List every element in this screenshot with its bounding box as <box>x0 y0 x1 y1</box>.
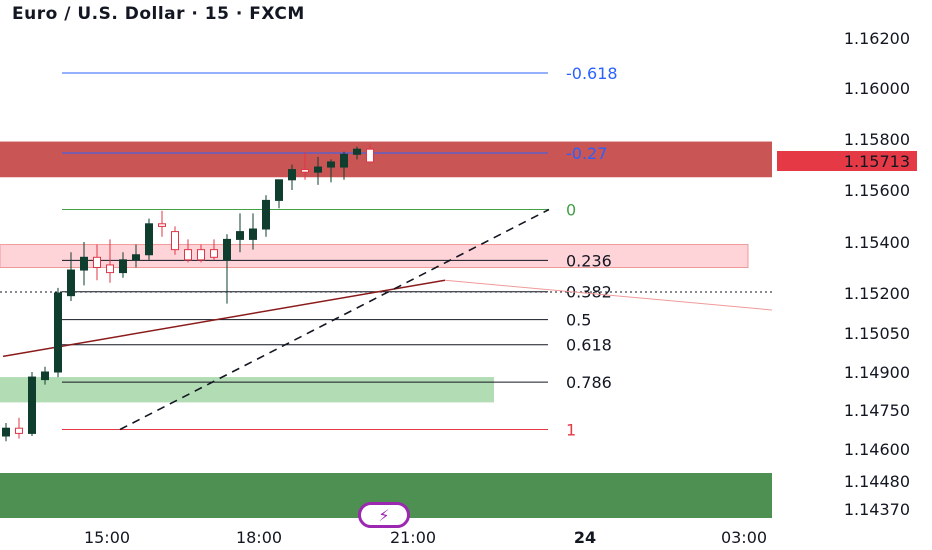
candle-body <box>93 256 101 268</box>
candle-body <box>158 223 166 227</box>
candle-body <box>275 179 283 201</box>
zone-support <box>0 377 494 403</box>
fib-label: 1 <box>566 421 576 440</box>
time-tick-label: 21:00 <box>390 528 436 547</box>
price-tick-label: 1.15800 <box>844 130 910 149</box>
candle-body <box>106 264 114 274</box>
price-tick-label: 1.14480 <box>844 472 910 491</box>
candle-body <box>171 231 179 251</box>
candle-body <box>28 376 36 434</box>
candle-body <box>314 166 322 173</box>
lightning-icon[interactable]: ⚡ <box>358 502 410 528</box>
chart-title: Euro / U.S. Dollar · 15 · FXCM <box>12 4 305 24</box>
price-tick-label: 1.14370 <box>844 500 910 519</box>
zone-resistance <box>0 141 772 178</box>
fib-label: 0.382 <box>566 283 612 302</box>
candle-body <box>197 249 205 261</box>
candle-body <box>145 223 153 256</box>
price-tick-label: 1.16000 <box>844 79 910 98</box>
candle-body <box>119 259 127 274</box>
candle-body <box>184 249 192 261</box>
candle-body <box>327 161 335 168</box>
zone-mid <box>0 244 749 269</box>
price-tick-label: 1.15600 <box>844 181 910 200</box>
price-tick-label: 1.16200 <box>844 29 910 48</box>
price-tick-label: 1.15050 <box>844 324 910 343</box>
candle-body <box>301 169 309 173</box>
candle-body <box>288 169 296 181</box>
candle-body <box>67 269 75 297</box>
candle-body <box>80 256 88 271</box>
candle-body <box>249 228 257 240</box>
price-tick-label: 1.15200 <box>844 284 910 303</box>
candle-body <box>236 231 244 240</box>
candle-body <box>340 153 348 168</box>
candle-body <box>15 427 23 434</box>
trendline-extension <box>444 279 773 311</box>
fib-label: 0 <box>566 201 576 220</box>
fib-label: 0.236 <box>566 251 612 270</box>
fib-label: 0.5 <box>566 311 591 330</box>
time-tick-label: 24 <box>574 528 596 547</box>
price-tick-label: 1.15400 <box>844 233 910 252</box>
fib-label: -0.618 <box>566 64 618 83</box>
current-price-badge <box>777 151 917 171</box>
price-tick-label: 1.14900 <box>844 363 910 382</box>
fib-label: 0.618 <box>566 336 612 355</box>
candle-body <box>223 238 231 261</box>
time-tick-label: 18:00 <box>236 528 282 547</box>
time-tick-label: 03:00 <box>721 528 767 547</box>
time-tick-label: 15:00 <box>84 528 130 547</box>
price-tick-label: 1.14750 <box>844 401 910 420</box>
candle-body <box>54 292 62 373</box>
projection-line <box>119 208 550 431</box>
fib-label: 0.786 <box>566 373 612 392</box>
candle-body <box>262 199 270 230</box>
trendline <box>2 279 446 358</box>
candle-body <box>210 249 218 258</box>
price-tick-label: 1.14600 <box>844 440 910 459</box>
candle-body <box>366 148 374 163</box>
current-price-label: 1.15713 <box>844 152 910 171</box>
candle-body <box>41 371 49 381</box>
candle-body <box>132 254 140 261</box>
candle-body <box>2 427 10 437</box>
candle-body <box>353 148 361 155</box>
fib-label: -0.27 <box>566 144 607 163</box>
